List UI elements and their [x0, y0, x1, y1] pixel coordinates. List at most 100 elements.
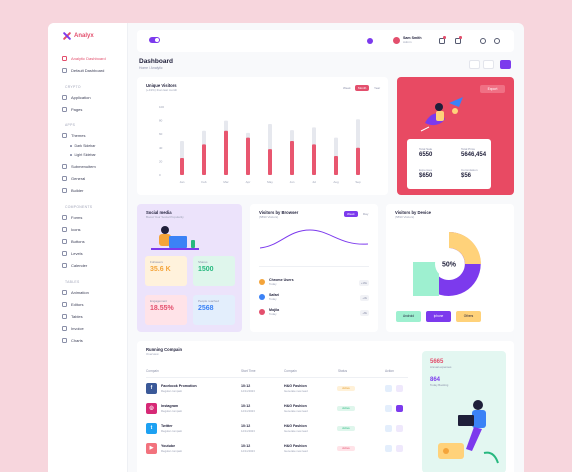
column-header[interactable]: Action: [385, 369, 394, 373]
form-icon: [62, 215, 67, 220]
bar-series-1-aug[interactable]: [334, 155, 338, 175]
filter-year[interactable]: Year: [374, 86, 381, 90]
page-icon: [62, 107, 67, 112]
column-header[interactable]: Status: [338, 369, 348, 373]
mail-button[interactable]: [483, 60, 494, 69]
moon-icon[interactable]: [480, 38, 486, 44]
theme-toggle[interactable]: [149, 37, 160, 43]
column-header[interactable]: Start Time: [241, 369, 256, 373]
people-reached-card[interactable]: People reached 2568: [193, 295, 235, 325]
sidebar-item-animation[interactable]: Animation: [62, 290, 89, 295]
filter-day[interactable]: Day: [363, 212, 369, 216]
export-button[interactable]: Export: [480, 85, 505, 93]
sidebar-item-charts[interactable]: Charts: [62, 338, 83, 343]
card-title: Running Compain: [146, 347, 183, 352]
sidebar-item-builder[interactable]: Builder: [62, 188, 83, 193]
others-button[interactable]: Others: [456, 311, 481, 322]
brand-sub: Generate new lead: [284, 409, 308, 413]
sidebar-section-title: CRYPTO: [65, 85, 81, 89]
column-header[interactable]: Compain: [146, 369, 159, 373]
card-subtitle: (5890 Visitors): [395, 215, 415, 219]
kpi-today-booking: 864 Today Booking: [430, 377, 449, 387]
logo-icon: [62, 31, 71, 40]
browser-value: +8k: [360, 310, 369, 316]
bar-series-1-jun[interactable]: [290, 141, 294, 175]
column-header[interactable]: Compain: [284, 369, 297, 373]
sidebar-item-submenuitem[interactable]: Submenuitem: [62, 164, 96, 169]
browser-row-safari[interactable]: Safari Today: [259, 293, 279, 301]
sidebar-subitem-dark[interactable]: Dark Sidebar: [70, 144, 95, 148]
calendar-button[interactable]: [469, 60, 480, 69]
bar-series-1-mar[interactable]: [224, 130, 228, 175]
x-tick-label: Sep: [355, 180, 361, 184]
delete-icon[interactable]: [396, 425, 403, 432]
user-menu[interactable]: Sam Smith Admin: [393, 36, 422, 44]
browser-row-chrome[interactable]: Chrome Users Today: [259, 278, 294, 286]
sidebar-item-analytic-dashboard[interactable]: Analytic Dashboard: [62, 56, 106, 61]
sidebar-item-default-dashboard[interactable]: Default Dashboard: [62, 68, 104, 73]
palette-icon: [62, 133, 67, 138]
calendar-icon: [62, 263, 67, 268]
sidebar-subitem-light[interactable]: Light Sidebar: [70, 153, 96, 157]
bullet-icon: [70, 154, 72, 156]
breadcrumb[interactable]: Home / Analytic: [139, 66, 163, 70]
rocket-illustration-icon: [420, 97, 463, 132]
add-button[interactable]: [500, 60, 511, 69]
sidebar-item-icons[interactable]: Icons: [62, 227, 81, 232]
campaign-name: Instagram: [161, 404, 179, 408]
sidebar-item-invoice[interactable]: Invoice: [62, 326, 84, 331]
sidebar-item-application[interactable]: Application: [62, 95, 91, 100]
sidebar-item-levels[interactable]: Levels: [62, 251, 83, 256]
app-frame: Analyx Analytic Dashboard Default Dashbo…: [48, 23, 524, 472]
sidebar-item-editors[interactable]: Editors: [62, 302, 83, 307]
campaign-sub: Regular compain: [161, 409, 183, 413]
engagement-card[interactable]: Engagement 18.55%: [145, 295, 187, 325]
edit-icon[interactable]: [385, 425, 392, 432]
running-campaign-card: Running Compain Overview Compain Start T…: [137, 341, 514, 472]
delete-icon[interactable]: [396, 405, 403, 412]
shares-card[interactable]: Shares 1500: [193, 256, 235, 286]
stat-total-sale: Total Sale 6550: [419, 147, 433, 158]
bell-icon[interactable]: [439, 38, 445, 44]
logo[interactable]: Analyx: [62, 31, 94, 40]
sidebar-item-buttons[interactable]: Buttons: [62, 239, 85, 244]
user-name: Sam Smith: [403, 36, 422, 40]
bar-series-1-jul[interactable]: [312, 144, 316, 175]
gear-icon[interactable]: [494, 38, 500, 44]
y-tick-label: 80: [159, 119, 163, 123]
y-tick-label: 20: [159, 159, 163, 163]
bar-series-1-jan[interactable]: [180, 158, 184, 175]
start-date: 12/11/2023: [241, 409, 255, 413]
android-button[interactable]: Android: [396, 311, 421, 322]
edit-icon[interactable]: [385, 385, 392, 392]
sidebar-item-general[interactable]: General: [62, 176, 85, 181]
start-time: 10:12: [241, 424, 251, 428]
notification-dot: [459, 36, 462, 39]
edit-icon[interactable]: [385, 405, 392, 412]
bar-series-1-may[interactable]: [268, 149, 272, 175]
iphone-button[interactable]: iphone: [426, 311, 451, 322]
sidebar-item-themes[interactable]: Themes: [62, 133, 85, 138]
followers-card[interactable]: Followers 35.6 K: [145, 256, 187, 286]
brand-name: H&G Fashion: [284, 424, 307, 428]
filter-month[interactable]: Month: [355, 85, 370, 91]
filter-week[interactable]: Week: [344, 211, 358, 217]
bar-series-1-sep[interactable]: [356, 147, 360, 175]
browser-row-mojila[interactable]: Mojila Today: [259, 308, 279, 316]
notification-badge-icon[interactable]: [367, 38, 373, 44]
sidebar-item-calender[interactable]: Calender: [62, 263, 87, 268]
bar-series-1-feb[interactable]: [202, 144, 206, 175]
edit-icon[interactable]: [385, 445, 392, 452]
sidebar-item-pages[interactable]: Pages: [62, 107, 82, 112]
bar-series-1-apr[interactable]: [246, 137, 250, 175]
delete-icon[interactable]: [396, 445, 403, 452]
mail-icon[interactable]: [455, 38, 461, 44]
delete-icon[interactable]: [396, 385, 403, 392]
stat-total-price: Total Price 5646,454: [461, 147, 487, 158]
sidebar-item-forms[interactable]: Forms: [62, 215, 82, 220]
sidebar-item-tables[interactable]: Tables: [62, 314, 83, 319]
start-date: 12/11/2023: [241, 389, 255, 393]
brand-sub: Generate new lead: [284, 429, 308, 433]
page-title: Dashboard: [139, 58, 173, 65]
filter-week[interactable]: Week: [343, 86, 351, 90]
